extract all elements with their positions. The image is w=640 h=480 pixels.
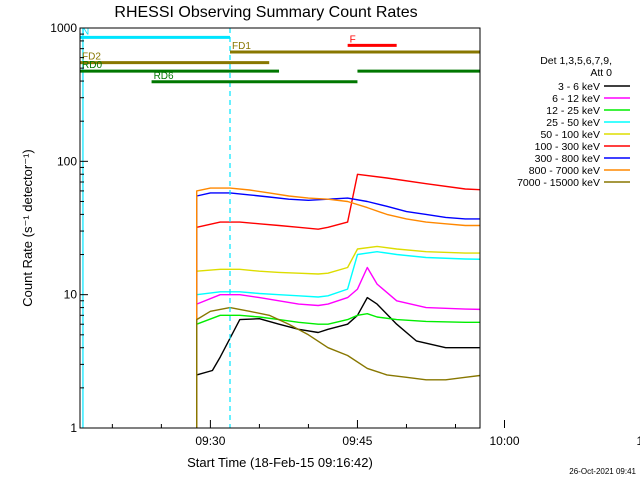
x-axis-label: Start Time (18-Feb-15 09:16:42) [187,455,373,470]
x-tick-label-1: 09:45 [342,434,372,448]
legend-label-6: 300 - 800 keV [535,153,600,165]
y-tick-label-3: 1000 [50,21,77,35]
legend-label-8: 7000 - 15000 keV [517,177,600,189]
x-tick-label-0: 09:30 [195,434,225,448]
series-line-0 [196,296,480,428]
legend-header-1: Att 0 [590,67,612,79]
y-tick-label-0: 1 [70,421,77,435]
segment-label-FD1: FD1 [232,41,251,52]
series-lines [196,173,480,428]
segment-label-F: F [350,34,356,45]
series-line-4 [196,245,480,428]
series-line-1 [196,266,480,428]
segment-label-RD6: RD6 [154,71,174,82]
series-line-2 [196,313,480,428]
legend-label-7: 800 - 7000 keV [529,165,600,177]
series-line-7 [196,187,480,428]
segment-label-N: N [82,26,89,37]
series-line-5 [196,173,480,428]
legend-label-3: 25 - 50 keV [546,117,600,129]
x-tick-label-3: 10:15 [637,434,640,448]
series-line-8 [196,306,480,428]
y-tick-label-1: 10 [64,288,78,302]
y-tick-label-2: 100 [57,154,77,168]
segment-label-RD0: RD0 [82,60,102,71]
generated-timestamp: 26-Oct-2021 09:41 [569,467,636,476]
legend-label-1: 6 - 12 keV [552,93,600,105]
legend-label-2: 12 - 25 keV [546,105,600,117]
plot-frame [79,27,481,429]
segment-label-FD2: FD2 [82,52,101,63]
chart-title: RHESSI Observing Summary Count Rates [114,4,417,21]
legend-header-0: Det 1,3,5,6,7,9, [540,55,612,67]
legend-label-4: 50 - 100 keV [540,129,600,141]
legend-label-5: 100 - 300 keV [535,141,600,153]
series-line-3 [196,251,480,428]
legend-label-0: 3 - 6 keV [558,81,600,93]
y-axis-label: Count Rate (s⁻¹ detector⁻¹) [20,149,35,307]
series-line-6 [196,192,480,428]
x-tick-label-2: 10:00 [489,434,519,448]
